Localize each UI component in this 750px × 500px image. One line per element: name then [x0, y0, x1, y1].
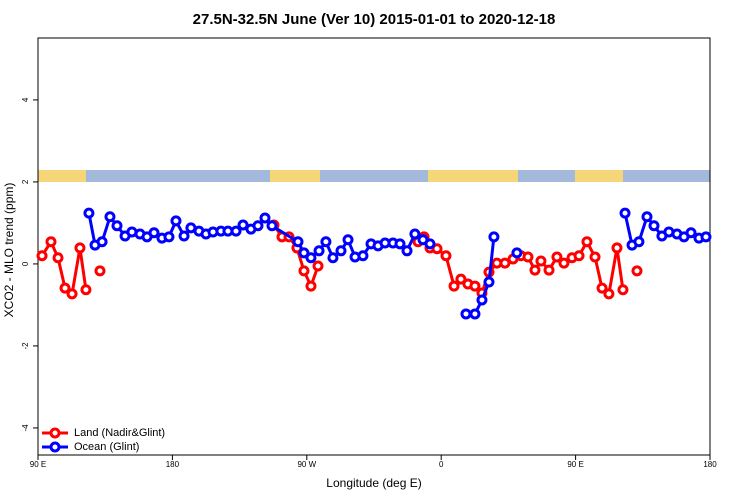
point: [59, 282, 71, 294]
point: [178, 230, 190, 242]
y-tick-label: 0: [21, 261, 30, 266]
point: [305, 252, 317, 264]
point: [313, 245, 325, 257]
point: [488, 231, 500, 243]
point: [431, 243, 443, 255]
legend-marker: [49, 427, 61, 439]
point: [394, 238, 406, 250]
point: [52, 252, 64, 264]
point: [320, 236, 332, 248]
point: [45, 236, 57, 248]
surface-strip: [38, 170, 710, 182]
point: [631, 265, 643, 277]
point: [266, 220, 278, 232]
point: [700, 231, 712, 243]
point: [648, 220, 660, 232]
point: [163, 231, 175, 243]
point: [581, 236, 593, 248]
point: [80, 284, 92, 296]
point: [499, 257, 511, 269]
x-tick-label: 90 E: [567, 460, 583, 469]
point: [511, 247, 523, 259]
point: [96, 236, 108, 248]
point: [469, 280, 481, 292]
point: [619, 207, 631, 219]
point: [573, 250, 585, 262]
point: [448, 280, 460, 292]
x-axis-label: Longitude (deg E): [326, 476, 421, 490]
point: [469, 308, 481, 320]
point: [335, 245, 347, 257]
point: [522, 251, 534, 263]
point: [148, 227, 160, 239]
y-tick-label: 2: [21, 179, 30, 184]
x-tick-label: 90 W: [297, 460, 316, 469]
point: [327, 252, 339, 264]
point: [424, 238, 436, 250]
point: [66, 288, 78, 300]
y-tick-label: -2: [21, 342, 30, 350]
legend-label: Ocean (Glint): [74, 441, 139, 453]
point: [617, 284, 629, 296]
point: [551, 251, 563, 263]
legend-label: Land (Nadir&Glint): [74, 427, 165, 439]
y-tick-label: 4: [21, 97, 30, 102]
point: [589, 251, 601, 263]
point: [596, 282, 608, 294]
plot-frame: [37, 37, 711, 456]
point: [237, 219, 249, 231]
point: [292, 236, 304, 248]
point: [685, 227, 697, 239]
point: [104, 211, 116, 223]
point: [74, 242, 86, 254]
point: [633, 236, 645, 248]
point: [259, 212, 271, 224]
x-tick-label: 0: [439, 460, 444, 469]
y-axis-label: XCO2 - MLO trend (ppm): [2, 183, 16, 318]
point: [611, 242, 623, 254]
point: [440, 250, 452, 262]
point: [483, 276, 495, 288]
point: [558, 257, 570, 269]
legend-marker: [49, 441, 61, 453]
x-tick-label: 180: [703, 460, 717, 469]
y-tick-label: -4: [21, 424, 30, 432]
point: [409, 228, 421, 240]
x-tick-label: 90 E: [30, 460, 46, 469]
point: [460, 308, 472, 320]
point: [170, 215, 182, 227]
point: [252, 220, 264, 232]
point: [603, 288, 615, 300]
point: [36, 250, 48, 262]
point: [401, 245, 413, 257]
point: [476, 294, 488, 306]
point: [83, 207, 95, 219]
point: [298, 247, 310, 259]
x-tick-label: 180: [166, 460, 180, 469]
point: [543, 264, 555, 276]
point: [535, 255, 547, 267]
point: [455, 273, 467, 285]
chart-title: 27.5N-32.5N June (Ver 10) 2015-01-01 to …: [193, 11, 556, 28]
point: [357, 250, 369, 262]
point: [641, 211, 653, 223]
point: [230, 225, 242, 237]
point: [305, 280, 317, 292]
point: [342, 234, 354, 246]
point: [111, 220, 123, 232]
point: [312, 260, 324, 272]
point: [529, 264, 541, 276]
point: [298, 265, 310, 277]
point: [94, 265, 106, 277]
